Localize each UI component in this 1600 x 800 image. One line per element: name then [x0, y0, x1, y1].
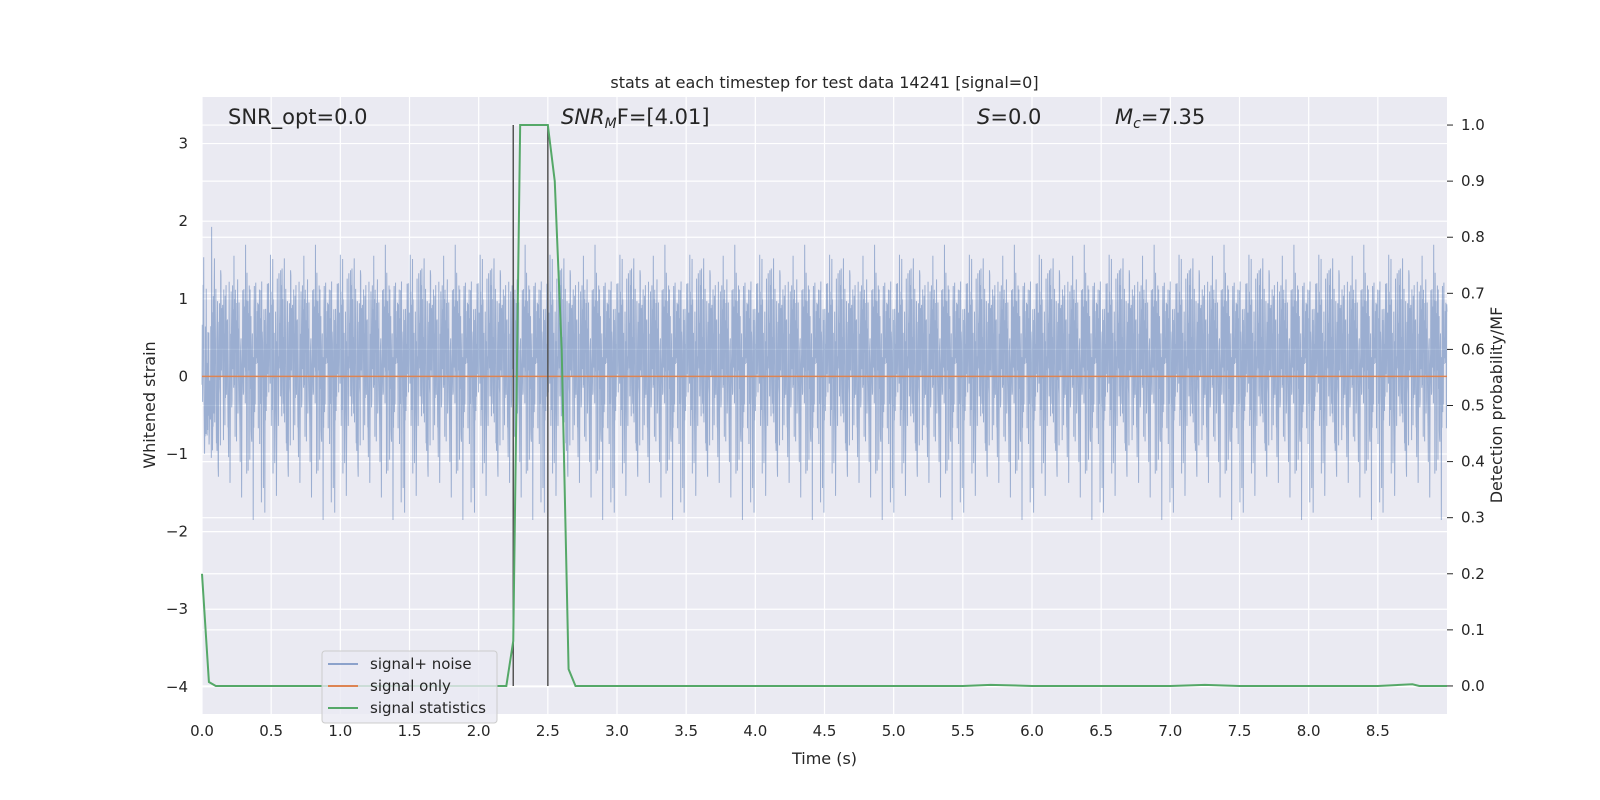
y2-tick-label: 0.1 — [1461, 621, 1485, 639]
x-tick-label: 4.0 — [743, 722, 767, 740]
y-tick-label: −4 — [166, 678, 188, 696]
annotation-s-prefix: S — [977, 105, 990, 129]
annotation-s-suffix: =0.0 — [990, 105, 1041, 129]
y2-tick-label: 0.8 — [1461, 228, 1485, 246]
y2-tick-label: 0.4 — [1461, 453, 1485, 471]
annotation-snr-mf-sub: M — [605, 116, 617, 132]
annotation-mc-sub: c — [1133, 116, 1141, 132]
y2-tick-label: 1.0 — [1461, 116, 1485, 134]
y-tick-label: 1 — [178, 290, 188, 308]
y2-tick-label: 0.3 — [1461, 509, 1485, 527]
annotation-snr-mf-suffix: F=[4.01] — [617, 105, 710, 129]
y2-tick-label: 0.5 — [1461, 397, 1485, 415]
x-tick-label: 0.0 — [190, 722, 214, 740]
y-tick-label: −1 — [166, 445, 188, 463]
legend-box — [321, 650, 498, 724]
x-tick-label: 2.0 — [467, 722, 491, 740]
x-tick-label: 0.5 — [259, 722, 283, 740]
legend: signal+ noise signal only signal statist… — [321, 650, 498, 724]
y2-tick-label: 0.7 — [1461, 284, 1485, 302]
x-tick-label: 6.5 — [1089, 722, 1113, 740]
legend-label-signal-statistics: signal statistics — [370, 699, 486, 717]
x-tick-labels: 0.0 0.5 1.0 1.5 2.0 2.5 3.0 3.5 4.0 4.5 5.0 5.5 6.0 6… — [190, 722, 1390, 740]
y2-tick-label: 0.2 — [1461, 565, 1485, 583]
annotation-s: S=0.0 — [977, 105, 1041, 129]
x-tick-label: 3.0 — [605, 722, 629, 740]
chart-title: stats at each timestep for test data 142… — [610, 73, 1038, 92]
x-tick-label: 5.5 — [951, 722, 975, 740]
annotation-mc-suffix: =7.35 — [1141, 105, 1205, 129]
y-tick-label: −3 — [166, 600, 188, 618]
x-tick-label: 8.0 — [1297, 722, 1321, 740]
x-axis-label: Time (s) — [791, 749, 857, 768]
x-tick-label: 7.0 — [1158, 722, 1182, 740]
y-tick-label: 3 — [178, 135, 188, 153]
series-layer — [201, 124, 1448, 687]
legend-label-signal-only: signal only — [370, 677, 451, 695]
y2-tick-label: 0.6 — [1461, 340, 1485, 358]
x-tick-label: 8.5 — [1366, 722, 1390, 740]
annotation-snr-mf-prefix: SNR — [561, 105, 605, 129]
x-tick-label: 6.0 — [1020, 722, 1044, 740]
x-tick-label: 5.0 — [882, 722, 906, 740]
y-axis-label: Whitened strain — [140, 341, 159, 468]
y-tick-label: −2 — [166, 523, 188, 541]
y-tick-label: 2 — [178, 212, 188, 230]
x-tick-label: 2.5 — [536, 722, 560, 740]
y-tick-labels: −4 −3 −2 −1 0 1 2 3 — [166, 135, 188, 696]
series-signal-noise-line — [201, 226, 1448, 521]
x-tick-label: 1.0 — [328, 722, 352, 740]
legend-label-signal-noise: signal+ noise — [370, 655, 472, 673]
annotation-snr-mf: SNRMF=[4.01] — [561, 105, 710, 132]
y-tick-label: 0 — [178, 367, 188, 385]
x-tick-label: 4.5 — [813, 722, 837, 740]
x-tick-label: 1.5 — [398, 722, 422, 740]
annotation-snr-opt: SNR_opt=0.0 — [228, 105, 368, 130]
y2-tick-labels: 0.0 0.1 0.2 0.3 0.4 0.5 0.6 0.7 0.8 0.9 1.0 — [1461, 116, 1485, 695]
y2-tick-label: 0.9 — [1461, 172, 1485, 190]
x-tick-label: 3.5 — [674, 722, 698, 740]
y2-axis-label: Detection probability/MF — [1487, 307, 1506, 504]
y2-tick-label: 0.0 — [1461, 677, 1485, 695]
x-tick-label: 7.5 — [1228, 722, 1252, 740]
annotation-mc-prefix: M — [1115, 105, 1133, 129]
annotation-mc: Mc=7.35 — [1115, 105, 1205, 132]
